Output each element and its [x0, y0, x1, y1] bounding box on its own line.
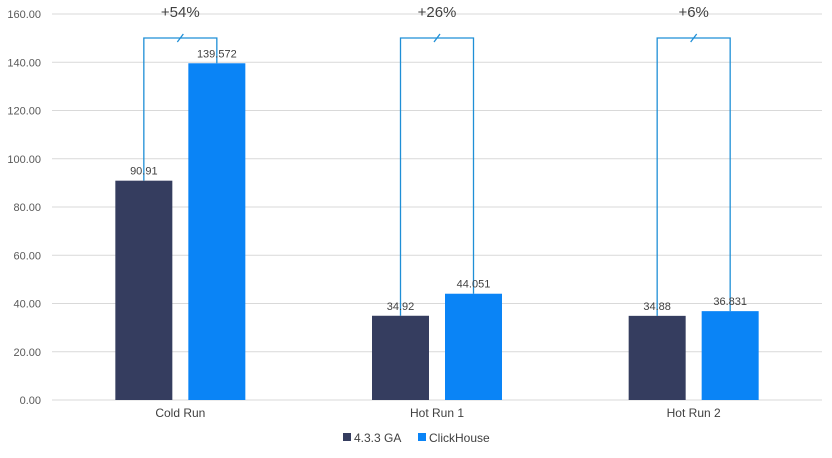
- legend-swatch: [418, 433, 426, 441]
- y-tick-label: 160.00: [7, 9, 41, 21]
- data-label: 36.831: [713, 296, 747, 308]
- bracket-arrow-marker: [433, 33, 441, 43]
- data-labels: 90.91 139.572 34.92 44.051 34.88 36.831: [130, 48, 747, 313]
- comparison-bracket: [656, 37, 731, 316]
- bar-4-3-3-ga-hot-run-1: [372, 315, 429, 400]
- data-label: 34.92: [387, 301, 415, 313]
- category-label: Hot Run 2: [667, 406, 721, 420]
- legend-label: 4.3.3 GA: [354, 431, 401, 445]
- percent-increase-label: +26%: [418, 4, 457, 21]
- y-axis-tick-labels: 0.00 20.00 40.00 60.00 80.00 100.00 120.00 140.…: [7, 9, 41, 407]
- y-tick-label: 0.00: [20, 395, 41, 407]
- y-tick-label: 120.00: [7, 106, 41, 118]
- data-label: 34.88: [643, 301, 671, 313]
- bar-clickhouse-cold-run: [188, 63, 246, 400]
- percent-increase-label: +54%: [161, 4, 200, 21]
- bar-4-3-3-ga-hot-run-2: [628, 315, 686, 400]
- gridlines: [52, 13, 822, 401]
- bracket-arrow-marker: [176, 33, 184, 43]
- percent-increase-label: +6%: [678, 4, 708, 21]
- y-tick-label: 80.00: [13, 202, 41, 214]
- y-tick-label: 40.00: [13, 299, 41, 311]
- data-label: 139.572: [197, 48, 237, 60]
- y-tick-label: 20.00: [13, 347, 41, 359]
- category-label: Hot Run 1: [410, 406, 464, 420]
- legend: 4.3.3 GA ClickHouse: [343, 431, 490, 445]
- data-label: 44.051: [457, 279, 491, 291]
- legend-label: ClickHouse: [429, 431, 490, 445]
- comparison-bracket: [399, 37, 475, 316]
- data-label: 90.91: [130, 166, 158, 178]
- comparison-brackets: +54% +26% +6%: [143, 4, 731, 316]
- bracket-arrow-marker: [690, 33, 698, 43]
- category-label: Cold Run: [155, 406, 205, 420]
- bar-clickhouse-hot-run-2: [701, 311, 759, 400]
- bar-4-3-3-ga-cold-run: [115, 180, 173, 400]
- legend-swatch: [343, 433, 351, 441]
- y-tick-label: 60.00: [13, 250, 41, 262]
- y-tick-label: 140.00: [7, 57, 41, 69]
- x-axis-category-labels: Cold Run Hot Run 1 Hot Run 2: [155, 406, 721, 420]
- y-tick-label: 100.00: [7, 154, 41, 166]
- bar-clickhouse-hot-run-1: [445, 293, 502, 400]
- bars: [115, 63, 759, 400]
